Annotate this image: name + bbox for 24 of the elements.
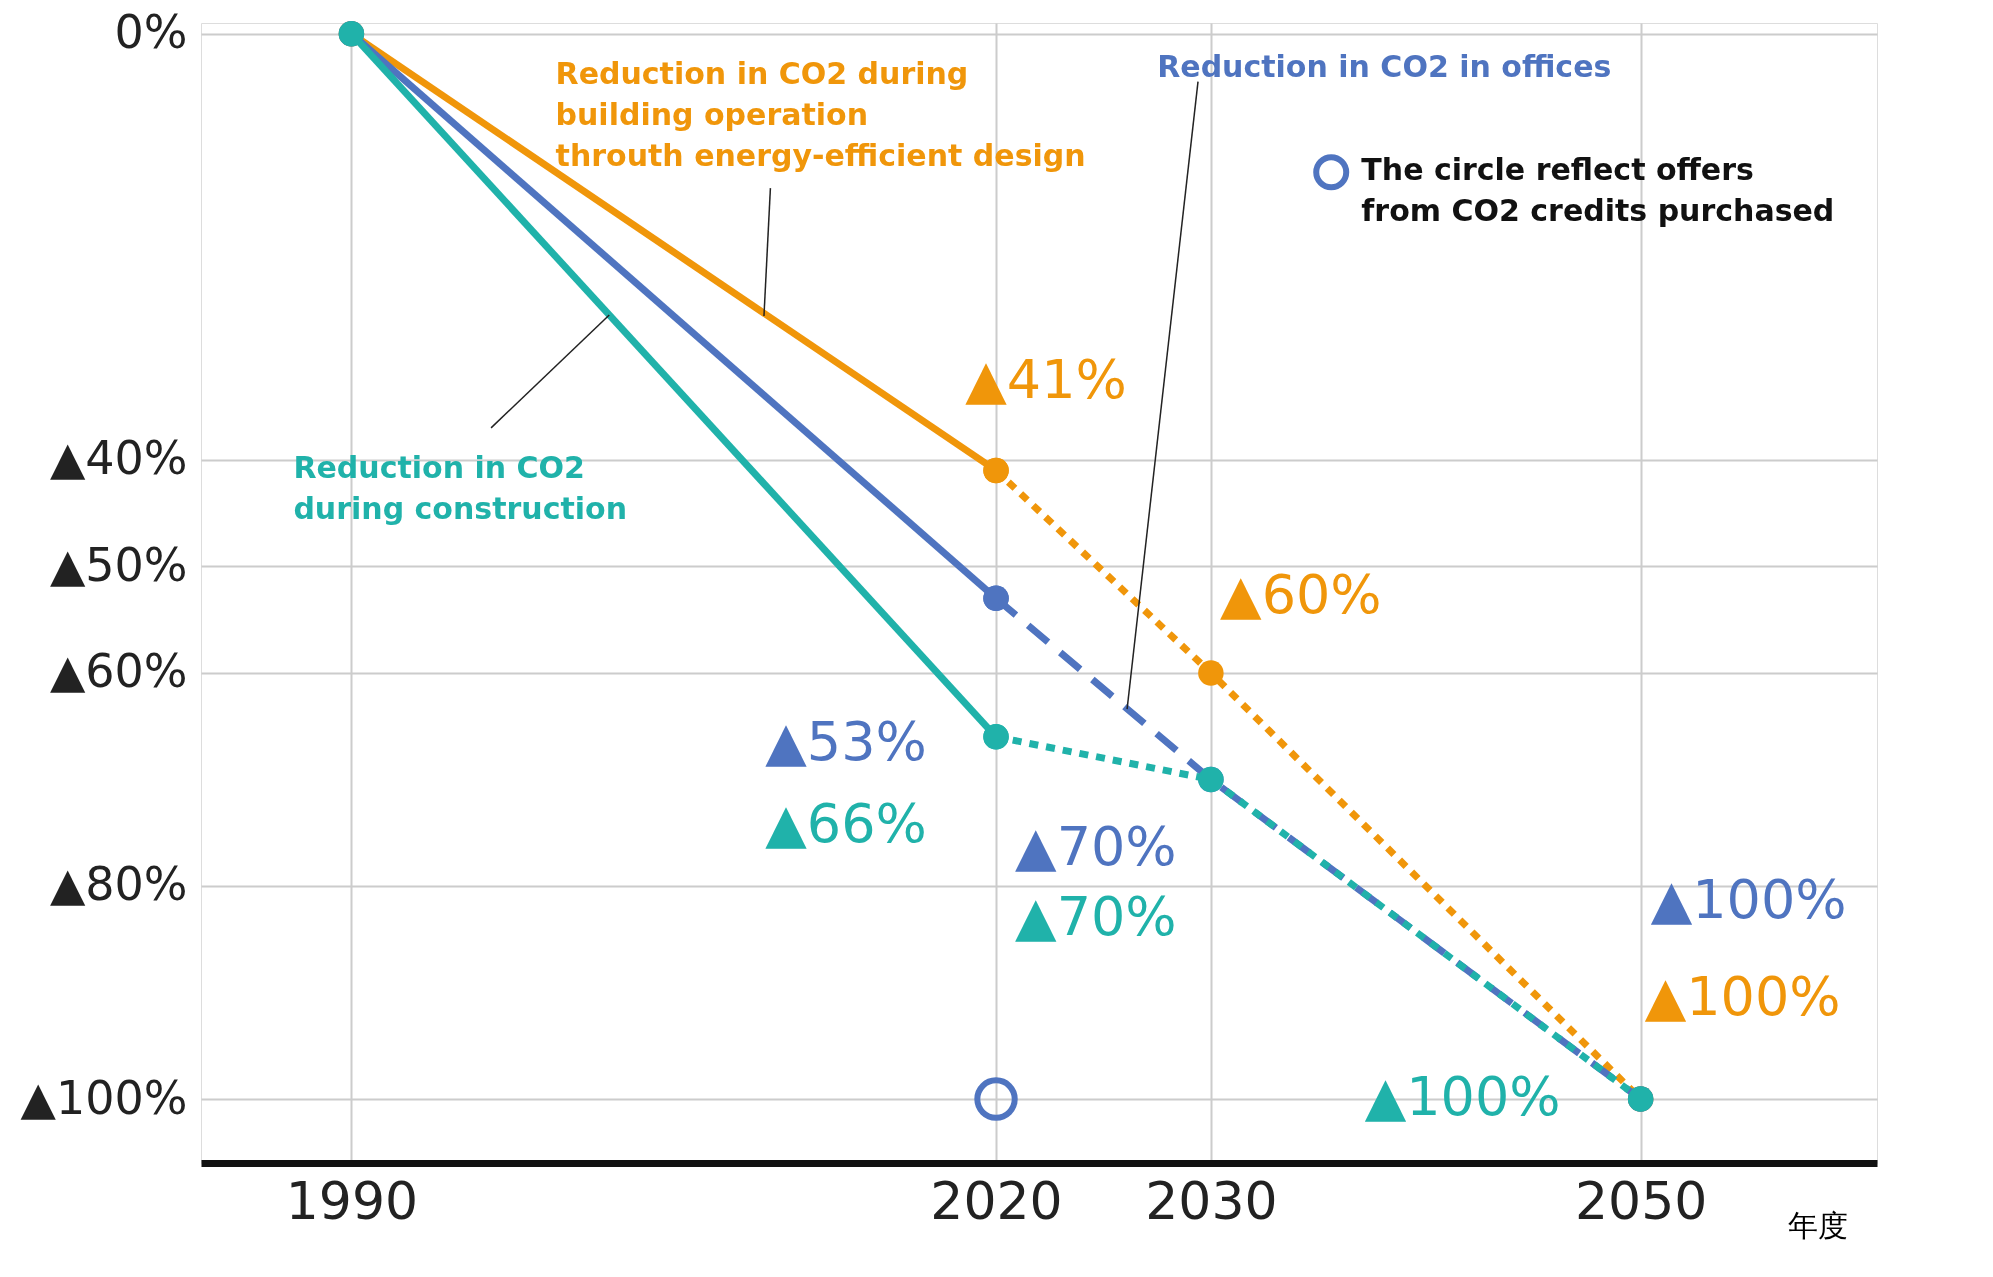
series-label: Reduction in CO2 during building operation throuth energy-efficient design (555, 56, 1086, 174)
legend-label: The circle reflect offers from CO2 credits purchased (1361, 152, 1835, 229)
y-tick-label: 0% (114, 5, 188, 60)
x-tick-label: 1990 (285, 1170, 419, 1231)
x-tick-label: 2030 (1145, 1170, 1278, 1231)
y-tick-label: ▲50% (49, 537, 188, 592)
x-tick-label: 2050 (1574, 1170, 1708, 1231)
data-label: ▲53% (765, 710, 927, 774)
x-axis-title: 年度 (1787, 1207, 1848, 1243)
data-label: ▲70% (1015, 885, 1177, 949)
data-label: ▲100% (1650, 868, 1847, 932)
data-label: ▲41% (965, 348, 1127, 412)
data-label: ▲66% (765, 791, 927, 855)
y-tick-label: ▲80% (49, 857, 188, 912)
text: Reduction in CO2 in offices (1157, 48, 1612, 84)
y-tick-label: ▲40% (49, 431, 188, 486)
data-label: ▲70% (1015, 815, 1177, 879)
x-tick-label: 2020 (930, 1170, 1063, 1231)
y-tick-label: ▲100% (20, 1070, 188, 1125)
data-label: ▲100% (1644, 965, 1841, 1029)
data-label: ▲60% (1220, 562, 1382, 626)
data-label: ▲100% (1364, 1065, 1561, 1129)
y-tick-label: ▲60% (49, 644, 188, 699)
text: Reduction in CO2 during construction (293, 450, 628, 527)
